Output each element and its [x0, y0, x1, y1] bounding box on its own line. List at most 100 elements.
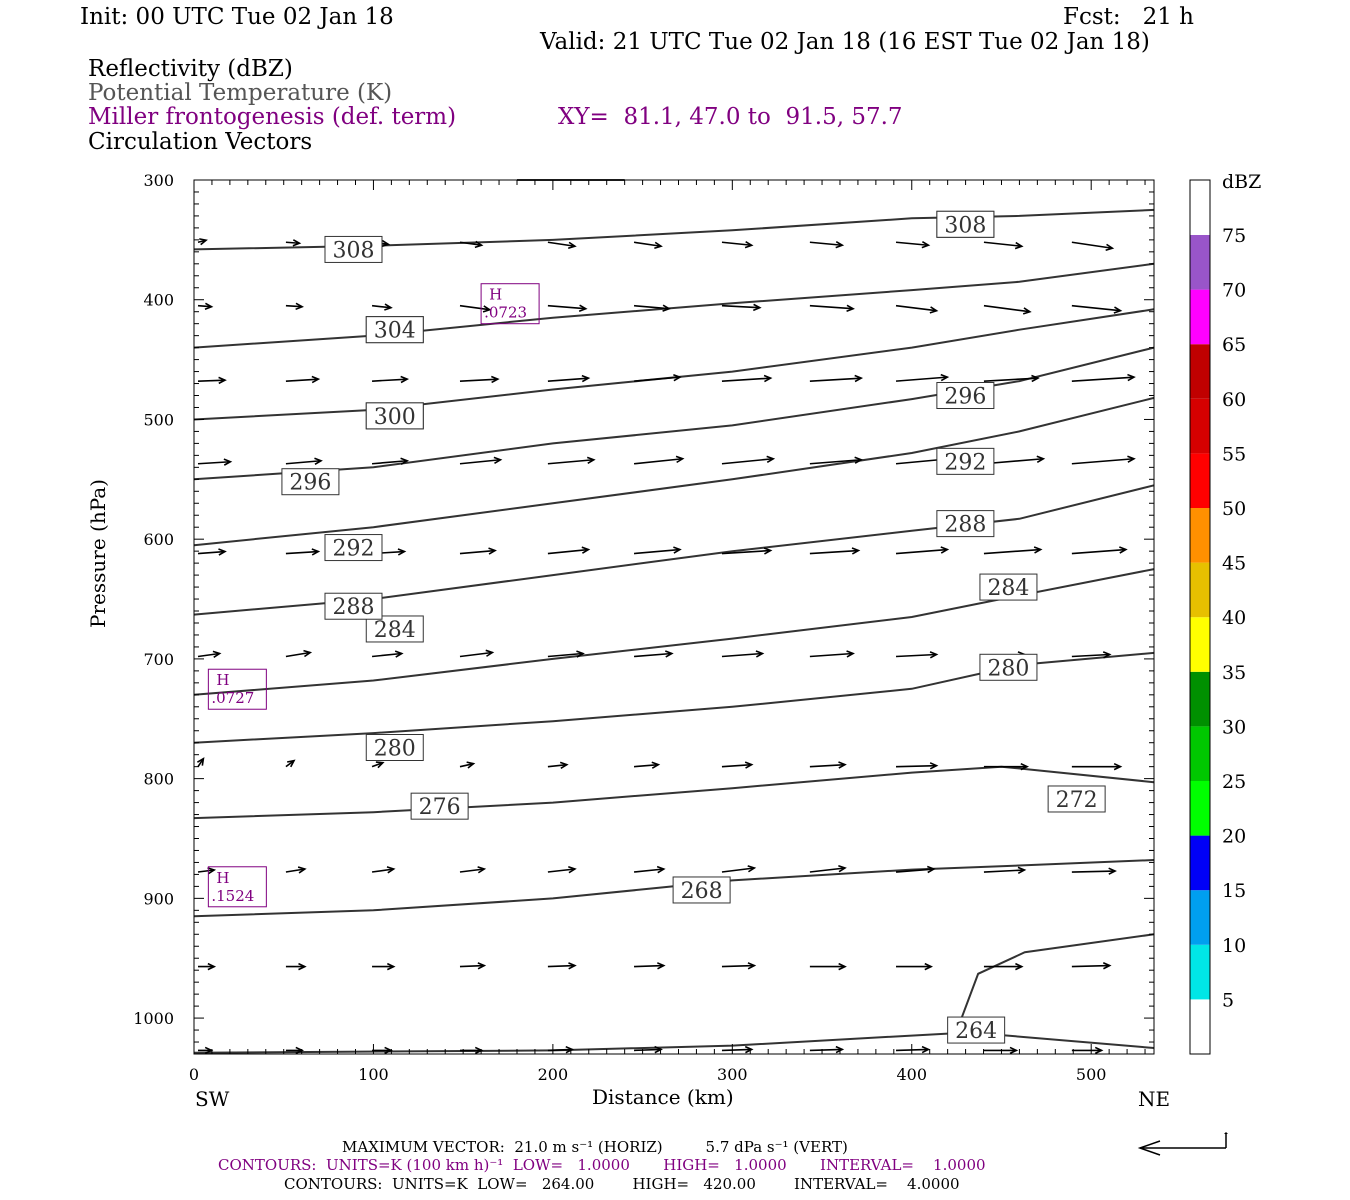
- x-tick-label: 200: [538, 1065, 569, 1084]
- colorbar-label: 75: [1222, 225, 1246, 247]
- circulation-vector-head: [477, 962, 487, 970]
- circulation-vector-head: [397, 548, 407, 556]
- circulation-vector-head: [381, 239, 391, 248]
- circulation-vector-head: [1119, 546, 1128, 554]
- colorbar-segment: [1190, 398, 1210, 454]
- circulation-vector-head: [218, 376, 227, 385]
- circulation-vector: [721, 763, 752, 768]
- field-reflectivity: Reflectivity (dBZ): [88, 56, 293, 82]
- isentrope-label-276: 276: [419, 795, 461, 820]
- colorbar-segment: [1190, 562, 1210, 618]
- max-vector-note: MAXIMUM VECTOR: 21.0 m s⁻¹ (HORIZ) 5.7 d…: [342, 1138, 848, 1156]
- colorbar-title: dBZ: [1222, 171, 1261, 193]
- isentrope-label-300-box: [365, 402, 424, 430]
- isentrope-label-264: 264: [955, 1019, 997, 1044]
- circulation-vector-head: [854, 374, 864, 383]
- circulation-vector-layer: [196, 238, 1136, 1055]
- circulation-vector-head: [218, 548, 227, 556]
- circulation-vector-head: [1094, 1046, 1104, 1055]
- circulation-vector: [1071, 548, 1126, 555]
- isentrope-label-292: 292: [332, 537, 374, 562]
- circulation-vector-head: [474, 240, 484, 249]
- isentrope-label-296-box: [936, 382, 995, 410]
- circulation-vector-head: [196, 757, 205, 766]
- plot-frame: [193, 179, 1155, 1055]
- circulation-vector-head: [311, 375, 321, 384]
- colorbar-label: 20: [1222, 826, 1246, 848]
- isentrope-272: [193, 765, 1155, 820]
- circulation-vector-head: [207, 867, 217, 875]
- isentrope-label-280-box: [365, 734, 424, 762]
- y-tick-label: 600: [143, 530, 174, 549]
- colorbar-segment: [1190, 944, 1210, 1000]
- isentrope-label-304-box: [365, 316, 424, 344]
- circulation-vector: [809, 377, 862, 382]
- circulation-vector-head: [576, 650, 585, 658]
- circulation-vector-head: [940, 373, 950, 382]
- y-tick-label: 300: [143, 171, 174, 190]
- circulation-vector-head: [1031, 374, 1040, 383]
- circulation-vector: [895, 241, 929, 247]
- circulation-vector: [809, 304, 854, 310]
- circulation-vector: [721, 867, 755, 873]
- circulation-vector: [547, 304, 586, 310]
- isentrope-label-280-box: [979, 653, 1038, 681]
- isentrope-label-292-box: [936, 447, 995, 475]
- x-tick-label: 100: [358, 1065, 389, 1084]
- circulation-vector: [197, 379, 226, 382]
- circulation-vector-head: [1105, 243, 1115, 252]
- reflectivity-colorbar: 5 10 15 20 25 30 35 40 45 50 55 60 65 70 75 dBZ: [1189, 171, 1261, 1055]
- circulation-vector-head: [568, 865, 577, 874]
- circulation-vector-head: [568, 962, 577, 970]
- circulation-vector-head: [940, 546, 950, 554]
- circulation-vector: [633, 763, 659, 768]
- colorbar-segment: [1190, 344, 1210, 399]
- circulation-vector: [197, 550, 226, 555]
- circulation-vector-head: [921, 241, 931, 249]
- circulation-vector-head: [1102, 962, 1112, 970]
- circulation-vector-head: [1020, 762, 1030, 771]
- x-axis-title: Distance (km): [592, 1085, 734, 1109]
- circulation-vector: [809, 867, 846, 873]
- colorbar-segment: [1190, 508, 1210, 563]
- axis-ticks: 300 400 500 600 700 800 900 1000 0 100 200 300 400 50…: [133, 171, 1154, 1084]
- circulation-vector: [983, 304, 1030, 313]
- circulation-vector: [634, 1048, 662, 1052]
- circulation-vector: [983, 548, 1041, 555]
- isentrope-label-296-box: [281, 468, 340, 496]
- circulation-vector-head: [400, 375, 410, 384]
- circulation-vector-head: [581, 374, 591, 383]
- isentrope-label-288-box: [324, 592, 383, 620]
- circulation-vector: [371, 868, 394, 873]
- circulation-vector: [372, 378, 408, 382]
- reference-vector-icon: [1137, 1132, 1228, 1156]
- circulation-vector-head: [929, 651, 939, 659]
- isentrope-label-284-box: [979, 573, 1038, 601]
- colorbar-label: 70: [1222, 280, 1246, 302]
- circulation-vector-head: [766, 455, 776, 464]
- circulation-vector: [633, 457, 683, 465]
- x-tick-label: 300: [717, 1065, 748, 1084]
- isentrope-label-280: 280: [987, 656, 1029, 681]
- field-theta: Potential Temperature (K): [88, 80, 393, 106]
- circulation-vector: [547, 1048, 573, 1052]
- circulation-vector-head: [838, 761, 847, 769]
- colorbar-segment: [1190, 835, 1210, 891]
- isentrope-label-292: 292: [944, 450, 986, 475]
- circulation-vector-head: [921, 1045, 931, 1054]
- circulation-vector-head: [212, 650, 222, 659]
- circulation-vector: [371, 459, 408, 465]
- isentrope-label-288: 288: [944, 513, 986, 538]
- isentrope-label-300: 300: [374, 405, 416, 430]
- circulation-vector: [285, 550, 319, 555]
- colorbar-border: [1189, 179, 1211, 1055]
- circulation-vector-head: [1113, 762, 1123, 771]
- circulation-vector: [633, 548, 681, 555]
- circulation-vector-head: [311, 548, 321, 556]
- frontogenesis-max-label: H: [216, 671, 229, 689]
- circulation-vector-head: [386, 962, 396, 971]
- circulation-vector-head: [578, 304, 588, 312]
- circulation-vector-head: [491, 375, 500, 384]
- circulation-vector-head: [1009, 1046, 1019, 1055]
- circulation-vector: [1071, 241, 1113, 250]
